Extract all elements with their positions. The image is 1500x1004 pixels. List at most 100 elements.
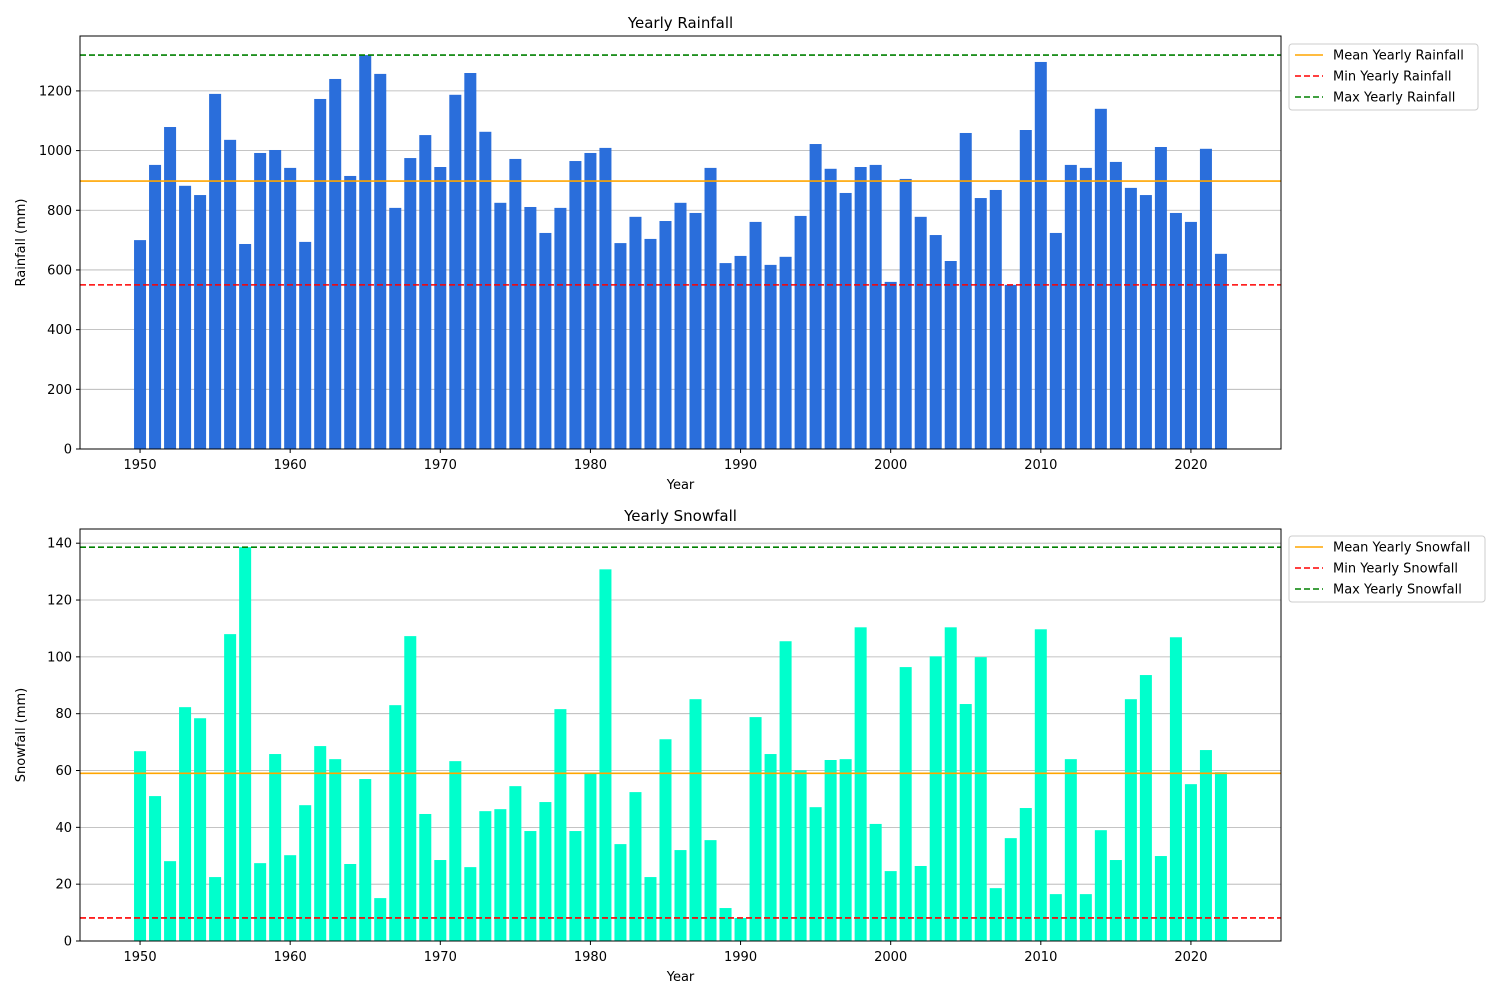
bar-1965 bbox=[359, 55, 372, 449]
legend-label: Max Yearly Rainfall bbox=[1333, 91, 1455, 106]
bar-2000 bbox=[884, 871, 897, 941]
x-tick-label: 1960 bbox=[274, 458, 307, 473]
bar-2018 bbox=[1154, 856, 1167, 941]
axes-frame bbox=[79, 35, 1282, 450]
bar-2019 bbox=[1169, 637, 1182, 941]
bar-2015 bbox=[1109, 860, 1122, 941]
legend-label: Mean Yearly Snowfall bbox=[1333, 541, 1470, 556]
bar-1987 bbox=[689, 212, 702, 449]
bar-2014 bbox=[1094, 830, 1107, 941]
bar-1952 bbox=[164, 861, 177, 941]
x-tick-label: 1970 bbox=[424, 950, 457, 965]
x-tick-label: 2020 bbox=[1174, 950, 1207, 965]
bar-1965 bbox=[359, 779, 372, 941]
bar-1959 bbox=[269, 149, 282, 449]
bar-2002 bbox=[914, 216, 927, 449]
bar-1970 bbox=[434, 860, 447, 941]
x-tick-label: 2000 bbox=[874, 950, 907, 965]
bar-1984 bbox=[644, 238, 657, 449]
x-tick-label: 1980 bbox=[574, 458, 607, 473]
bar-1972 bbox=[464, 867, 477, 941]
y-axis-label: Snowfall (mm) bbox=[14, 688, 29, 782]
bar-1967 bbox=[389, 705, 402, 941]
bar-1979 bbox=[569, 831, 582, 941]
y-tick-label: 40 bbox=[55, 821, 72, 836]
bar-1954 bbox=[194, 718, 207, 941]
bar-1957 bbox=[239, 243, 252, 449]
bar-1978 bbox=[554, 207, 567, 449]
x-tick-label: 1990 bbox=[724, 458, 757, 473]
bar-1977 bbox=[539, 802, 552, 941]
legend-box bbox=[1288, 43, 1479, 111]
bar-1968 bbox=[404, 158, 417, 449]
bar-1990 bbox=[734, 255, 747, 449]
x-axis-label: Year bbox=[666, 970, 695, 985]
bar-2017 bbox=[1139, 675, 1152, 941]
y-tick-label: 0 bbox=[64, 443, 72, 458]
bar-1971 bbox=[449, 94, 462, 449]
bar-1960 bbox=[284, 167, 297, 449]
bar-1984 bbox=[644, 877, 657, 941]
bar-1987 bbox=[689, 699, 702, 941]
bar-1970 bbox=[434, 167, 447, 449]
bar-1999 bbox=[869, 823, 882, 941]
bar-1997 bbox=[839, 192, 852, 449]
bar-2020 bbox=[1184, 784, 1197, 941]
bar-1977 bbox=[539, 232, 552, 449]
bar-1956 bbox=[224, 634, 237, 941]
bar-1983 bbox=[629, 792, 642, 941]
bar-1975 bbox=[509, 158, 522, 450]
y-tick-label: 120 bbox=[47, 594, 72, 609]
bar-1980 bbox=[584, 773, 597, 941]
bar-1986 bbox=[674, 850, 687, 941]
bar-2016 bbox=[1124, 699, 1137, 941]
x-tick-label: 1950 bbox=[124, 458, 157, 473]
bar-2008 bbox=[1004, 284, 1017, 449]
bar-2007 bbox=[989, 888, 1002, 941]
bar-2018 bbox=[1154, 147, 1167, 449]
bar-1953 bbox=[179, 185, 192, 450]
x-tick-label: 1960 bbox=[274, 950, 307, 965]
bar-1963 bbox=[329, 759, 342, 941]
bar-1974 bbox=[494, 202, 507, 449]
y-tick-label: 60 bbox=[55, 764, 72, 779]
bar-1962 bbox=[314, 746, 327, 941]
bar-1951 bbox=[149, 796, 162, 941]
bar-2016 bbox=[1124, 187, 1137, 449]
legend-label: Min Yearly Rainfall bbox=[1333, 70, 1452, 85]
bar-2001 bbox=[899, 178, 912, 449]
bar-2004 bbox=[944, 261, 957, 449]
legend: Mean Yearly Rainfall Min Yearly Rainfall M… bbox=[1288, 43, 1479, 111]
bar-1957 bbox=[239, 547, 252, 941]
bar-1958 bbox=[254, 863, 267, 941]
x-tick-label: 2000 bbox=[874, 458, 907, 473]
x-tick-label: 2010 bbox=[1024, 950, 1057, 965]
bar-1950 bbox=[134, 240, 147, 449]
bar-2021 bbox=[1199, 750, 1212, 941]
bar-1971 bbox=[449, 761, 462, 941]
bar-1985 bbox=[659, 739, 672, 941]
bar-2009 bbox=[1019, 129, 1032, 450]
bar-1993 bbox=[779, 256, 792, 449]
legend-label: Max Yearly Snowfall bbox=[1333, 583, 1462, 598]
bar-1979 bbox=[569, 161, 582, 449]
bar-1991 bbox=[749, 717, 762, 941]
legend: Mean Yearly Snowfall Min Yearly Snowfall M… bbox=[1288, 535, 1486, 603]
bar-1981 bbox=[599, 147, 612, 449]
bar-1994 bbox=[794, 215, 807, 449]
bar-1982 bbox=[614, 844, 627, 941]
bar-1993 bbox=[779, 641, 792, 941]
y-tick-label: 1000 bbox=[39, 144, 72, 159]
y-tick-label: 20 bbox=[55, 878, 72, 893]
bar-1992 bbox=[764, 754, 777, 941]
bar-2021 bbox=[1199, 148, 1212, 449]
bar-2014 bbox=[1094, 108, 1107, 450]
bar-1951 bbox=[149, 164, 162, 449]
chart-snowfall: 0 20 40 60 80 100 120 140 1950 1960 1970 1980 1990 20… bbox=[14, 507, 1486, 985]
bar-1953 bbox=[179, 707, 192, 941]
bar-1974 bbox=[494, 809, 507, 941]
bar-2003 bbox=[929, 235, 942, 449]
legend-box bbox=[1288, 535, 1486, 603]
bar-1966 bbox=[374, 898, 387, 941]
